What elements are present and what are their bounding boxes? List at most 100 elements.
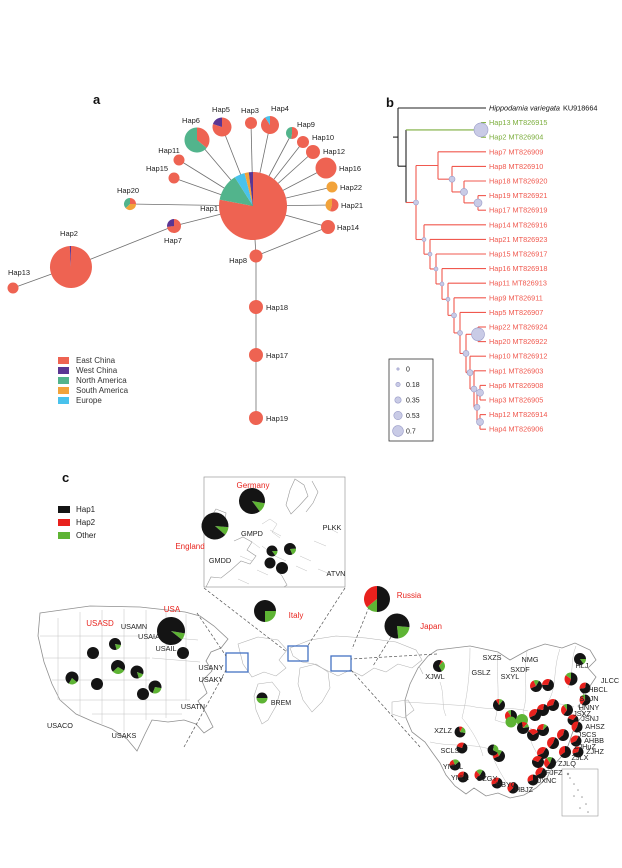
haplotype-label-hap1: Hap1 <box>200 204 218 213</box>
site-pie-cn-site-16 <box>537 747 549 759</box>
site-pie-cn-ynml <box>452 759 460 765</box>
site-pie-cn-zjhz <box>572 746 580 754</box>
site-pie-usa-site-6 <box>130 665 144 679</box>
site-label-usany: USANY <box>198 663 223 672</box>
site-pie-cn-site-12 <box>536 725 549 737</box>
legend-a-label: Europe <box>76 396 102 405</box>
site-pie-england <box>215 526 229 535</box>
site-pie-cn-xjwl <box>439 661 446 672</box>
site-pie-cn-ahsz <box>571 721 579 732</box>
site-label-england: England <box>175 542 204 551</box>
highlight-rect-china <box>330 655 352 672</box>
site-pie-europe-site-1 <box>266 545 278 557</box>
node-support-circle <box>427 251 433 257</box>
haplotype-pie-hap21 <box>325 198 332 212</box>
haplotype-pie-hap8 <box>249 249 263 263</box>
site-pie-usa-site-4 <box>68 678 77 685</box>
site-label-jxnc: JXNC <box>537 776 556 785</box>
haplotype-label-hap15: Hap15 <box>146 164 168 173</box>
site-pie-cn-ahsz <box>574 721 583 733</box>
tree-tip-label-hap4: Hap4 MT826906 <box>489 425 543 434</box>
support-legend-circle <box>395 381 401 387</box>
tree-tip-label-hap6: Hap6 MT826908 <box>489 381 543 390</box>
site-pie-cn-ynll <box>457 771 469 783</box>
tree-tip-label-hap18: Hap18 MT826920 <box>489 177 547 186</box>
site-pie-cn-xzlz <box>460 727 466 733</box>
tree-tip-label-hap2: Hap2 MT826904 <box>489 133 543 142</box>
site-label-russia: Russia <box>397 591 422 600</box>
tree-tip-label-hap14: Hap14 MT826916 <box>489 220 547 229</box>
haplotype-label-hap21: Hap21 <box>341 201 363 210</box>
node-support-circle <box>439 281 445 287</box>
legend-c-label: Hap1 <box>76 505 96 514</box>
site-pie-usa-site-7 <box>148 680 162 694</box>
site-label-usasd: USASD <box>86 619 114 628</box>
haplotype-label-hap2: Hap2 <box>60 229 78 238</box>
haplotype-pie-hap17 <box>249 348 263 362</box>
legend-c-swatch <box>58 506 70 513</box>
site-label-gmpd: GMPD <box>241 529 263 538</box>
site-label-zjlq: ZJLQ <box>558 759 576 768</box>
site-label-usail: USAIL <box>155 644 176 653</box>
haplotype-pie-hap4 <box>265 116 270 125</box>
site-label-italy: Italy <box>289 611 304 620</box>
highlight-rect-usa <box>225 652 249 673</box>
site-pie-cn-site-8 <box>536 704 549 716</box>
site-label-usaco: USACO <box>47 721 73 730</box>
site-label-gmdd: GMDD <box>209 556 231 565</box>
tree-tip-label-hap3: Hap3 MT826905 <box>489 396 543 405</box>
legend-c-swatch <box>58 532 70 539</box>
site-pie-cn-sdjn <box>581 694 585 700</box>
haplotype-pie-hap20 <box>130 198 136 204</box>
site-pie-usa-site-3 <box>112 667 125 674</box>
haplotype-label-hap20: Hap20 <box>117 186 139 195</box>
europe-finland-outline <box>305 480 319 513</box>
panel-a-letter: a <box>93 92 101 107</box>
site-pie-cn-hlj <box>574 652 586 665</box>
site-label-hnny: HNNY <box>579 703 600 712</box>
site-pie-usa-site-7 <box>152 687 162 694</box>
haplotype-pie-hap15 <box>168 172 180 184</box>
haplotype-pie-hap18 <box>249 300 263 314</box>
site-pie-cn-sdjn <box>579 695 585 705</box>
tree-tip-label-hap7: Hap7 MT826909 <box>489 147 543 156</box>
legend-a-swatch <box>58 387 69 394</box>
support-legend-circle <box>393 410 403 420</box>
haplotype-pie-hap1 <box>234 173 253 206</box>
europe-coast-outline <box>205 536 257 588</box>
site-label-xzlz: XZLZ <box>434 726 452 735</box>
site-pie-cn-fjfz <box>536 768 547 779</box>
node-support-circle <box>413 199 419 206</box>
tree-tip-label-hap1: Hap1 MT826903 <box>489 366 543 375</box>
site-label-usamn: USAMN <box>121 622 147 631</box>
support-legend-circle <box>392 425 404 437</box>
haplotype-pie-hap10 <box>297 136 309 148</box>
support-legend-value: 0.7 <box>406 429 416 436</box>
site-pie-usa <box>157 616 186 645</box>
haplotype-pie-hap2 <box>49 246 92 288</box>
node-support-circle <box>445 296 451 302</box>
support-legend-value: 0.35 <box>406 398 420 405</box>
panel-c-letter: c <box>62 470 69 485</box>
tree-tip-label-hap17: Hap17 MT826919 <box>489 206 547 215</box>
haplotype-pie-hap20 <box>124 198 130 209</box>
site-pie-cn-site-1 <box>530 680 536 689</box>
support-legend-circle <box>394 396 402 404</box>
haplotype-label-hap7: Hap7 <box>164 236 182 245</box>
site-label-jscs: JSCS <box>578 730 597 739</box>
site-pie-cn-site-20 <box>493 750 505 762</box>
site-pie-japan <box>397 626 410 639</box>
node-support-circle <box>473 198 483 208</box>
site-label-ahsz: AHSZ <box>585 722 605 731</box>
site-pie-russia <box>363 586 377 608</box>
site-label-jlcc: JLCC <box>601 676 619 685</box>
haplotype-pie-hap21 <box>329 198 339 212</box>
legend-a-label: West China <box>76 366 118 375</box>
site-pie-cn-xjwl <box>433 660 442 673</box>
site-pie-cn-sdjn <box>581 694 591 706</box>
site-pie-cn-fjfz <box>535 767 544 776</box>
site-pie-cn-site-7 <box>528 708 538 718</box>
site-pie-cn-site-8 <box>537 703 545 710</box>
tree-tip-label-hap15: Hap15 MT826917 <box>489 250 547 259</box>
world-africa <box>297 663 331 713</box>
